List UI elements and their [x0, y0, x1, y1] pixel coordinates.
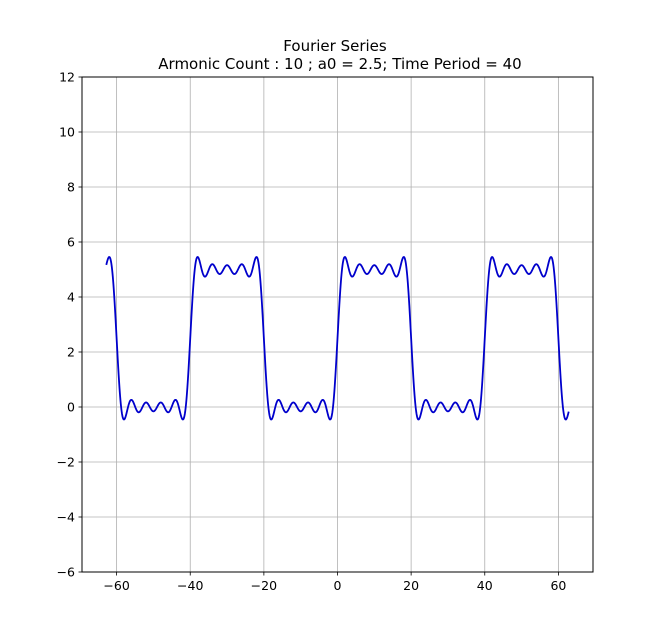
series-layer [105, 256, 570, 421]
x-tick-label: 40 [477, 578, 493, 593]
y-axis: −6 −4 −2 0 2 4 6 8 10 12 [57, 70, 82, 580]
y-tick-label: 0 [67, 400, 75, 415]
y-tick-label: −4 [57, 510, 75, 525]
chart-title: Fourier Series [283, 37, 387, 55]
y-tick-label: 2 [67, 345, 75, 360]
chart-subtitle: Armonic Count : 10 ; a0 = 2.5; Time Peri… [158, 55, 521, 73]
x-tick-label: −20 [251, 578, 277, 593]
y-tick-label: 4 [67, 290, 75, 305]
y-tick-label: −2 [57, 455, 75, 470]
x-tick-label: 0 [334, 578, 342, 593]
y-tick-label: 6 [67, 235, 75, 250]
fourier-series-line [105, 256, 570, 421]
x-tick-label: −40 [177, 578, 203, 593]
y-tick-label: 12 [59, 70, 75, 85]
x-axis: −60 −40 −20 0 20 40 60 [103, 572, 566, 593]
y-tick-label: 8 [67, 180, 75, 195]
x-tick-label: −60 [103, 578, 129, 593]
x-tick-label: 20 [403, 578, 419, 593]
y-tick-label: 10 [59, 125, 75, 140]
x-tick-label: 60 [550, 578, 566, 593]
y-tick-label: −6 [57, 565, 75, 580]
